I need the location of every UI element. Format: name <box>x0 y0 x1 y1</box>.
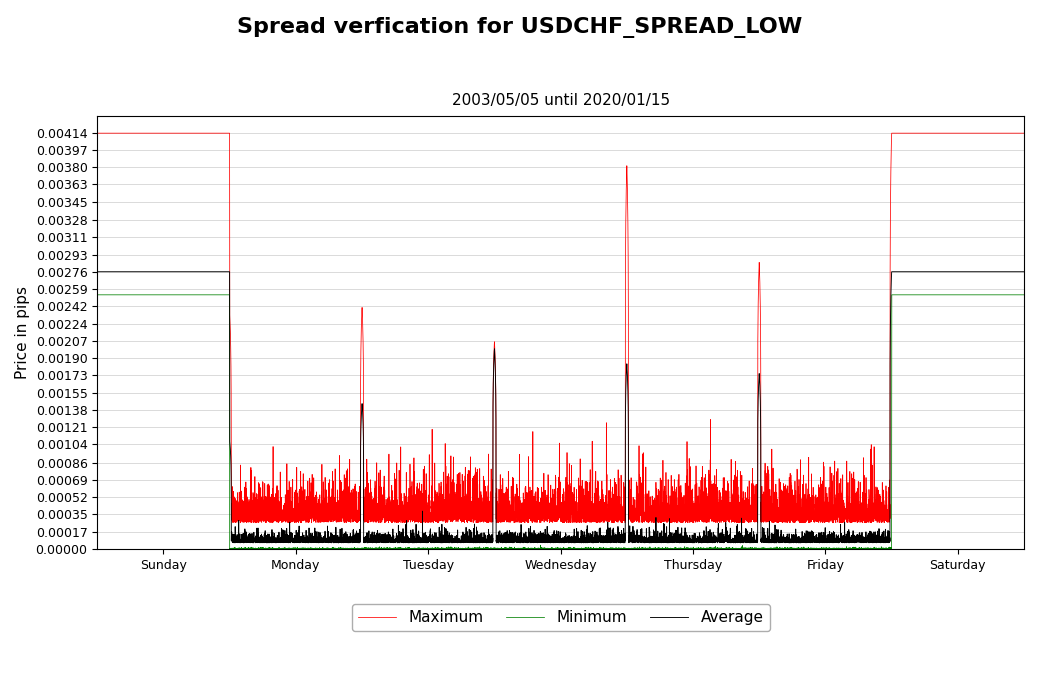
Minimum <box>113 290 126 299</box>
Average <box>686 538 698 546</box>
Average <box>355 416 368 424</box>
Maximum <box>826 519 838 527</box>
Maximum <box>340 517 352 526</box>
Average <box>1018 267 1031 276</box>
Minimum <box>1018 290 1031 299</box>
Maximum <box>113 129 126 137</box>
Maximum <box>91 129 104 137</box>
Minimum <box>686 545 698 553</box>
Maximum <box>217 129 230 137</box>
Minimum <box>91 290 104 299</box>
Average <box>217 267 230 276</box>
Line: Minimum: Minimum <box>98 295 1024 549</box>
Maximum <box>355 331 368 340</box>
Average <box>340 536 352 544</box>
Line: Maximum: Maximum <box>98 133 1024 523</box>
Maximum <box>686 514 698 522</box>
Minimum <box>340 545 352 553</box>
Average <box>605 538 617 547</box>
Minimum <box>355 545 368 553</box>
Minimum <box>217 290 230 299</box>
Text: Spread verfication for USDCHF_SPREAD_LOW: Spread verfication for USDCHF_SPREAD_LOW <box>237 18 802 38</box>
Y-axis label: Price in pips: Price in pips <box>15 286 30 379</box>
Title: 2003/05/05 until 2020/01/15: 2003/05/05 until 2020/01/15 <box>452 93 670 108</box>
Legend: Maximum, Minimum, Average: Maximum, Minimum, Average <box>351 604 770 631</box>
Average <box>788 538 800 547</box>
Average <box>113 267 126 276</box>
Maximum <box>788 508 800 517</box>
Line: Average: Average <box>98 272 1024 542</box>
Minimum <box>544 545 557 553</box>
Average <box>91 267 104 276</box>
Minimum <box>788 545 800 553</box>
Maximum <box>1018 129 1031 137</box>
